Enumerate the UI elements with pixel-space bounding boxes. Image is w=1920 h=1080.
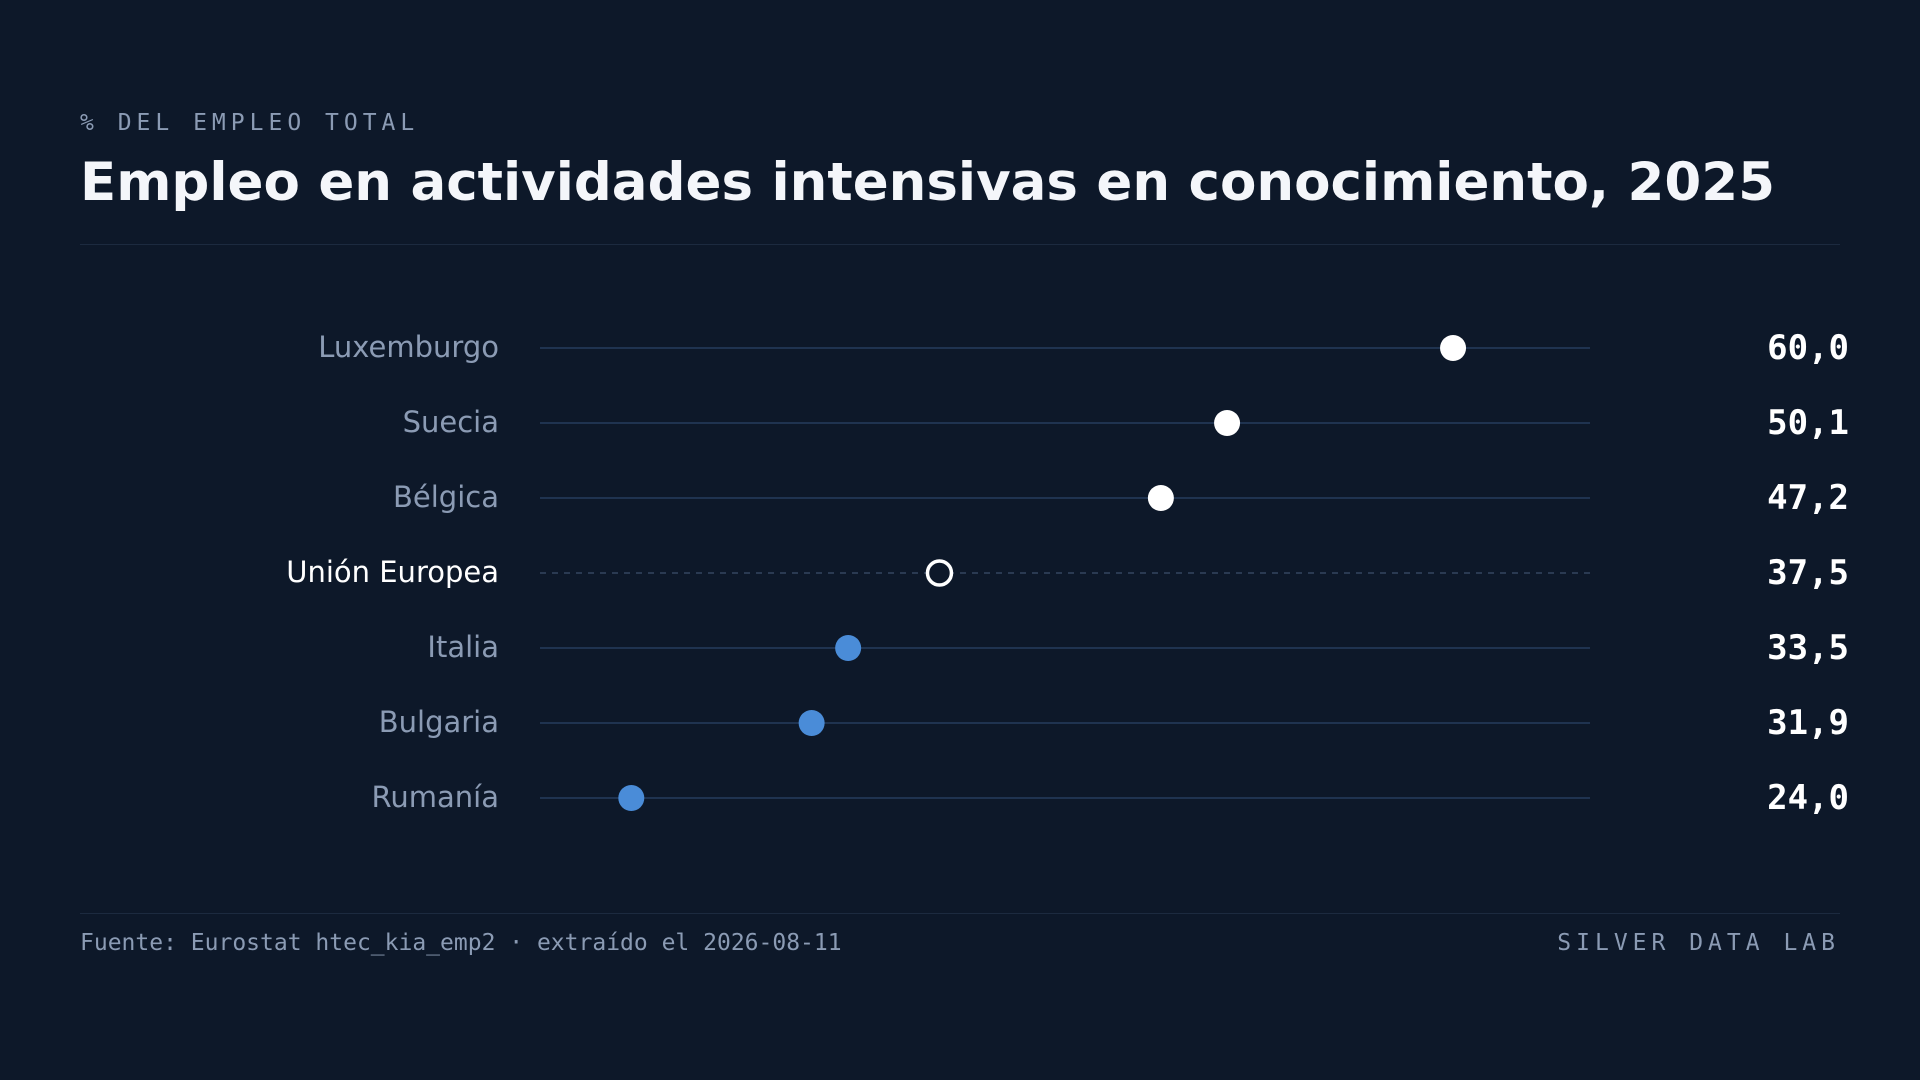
value-label: 37,5: [1767, 553, 1849, 593]
value-label: 33,5: [1767, 628, 1849, 668]
brand-name: SILVER DATA LAB: [1557, 930, 1840, 956]
data-dot: [1440, 335, 1467, 361]
source-note: Fuente: Eurostat htec_kia_emp2 · extraíd…: [80, 930, 842, 956]
header-divider: [80, 244, 1840, 245]
category-label: Unión Europea: [286, 555, 499, 589]
value-label: 31,9: [1767, 703, 1849, 743]
value-label: 60,0: [1767, 328, 1849, 368]
value-label: 47,2: [1767, 478, 1849, 518]
category-label: Suecia: [403, 405, 499, 439]
category-label: Bélgica: [393, 480, 499, 514]
data-dot: [798, 710, 825, 736]
category-label: Italia: [427, 630, 499, 664]
category-label: Rumanía: [372, 780, 499, 814]
category-label: Luxemburgo: [318, 330, 499, 364]
data-dot: [1147, 485, 1174, 511]
footer-divider: [80, 913, 1840, 914]
data-dot: [835, 635, 862, 661]
category-label: Bulgaria: [379, 705, 499, 739]
data-dot: [1214, 410, 1241, 436]
value-label: 50,1: [1767, 403, 1849, 443]
value-label: 24,0: [1767, 778, 1849, 818]
chart-kicker: % DEL EMPLEO TOTAL: [80, 110, 420, 136]
data-dot: [618, 785, 645, 811]
reference-dot: [925, 559, 954, 587]
chart-title: Empleo en actividades intensivas en cono…: [80, 152, 1775, 213]
